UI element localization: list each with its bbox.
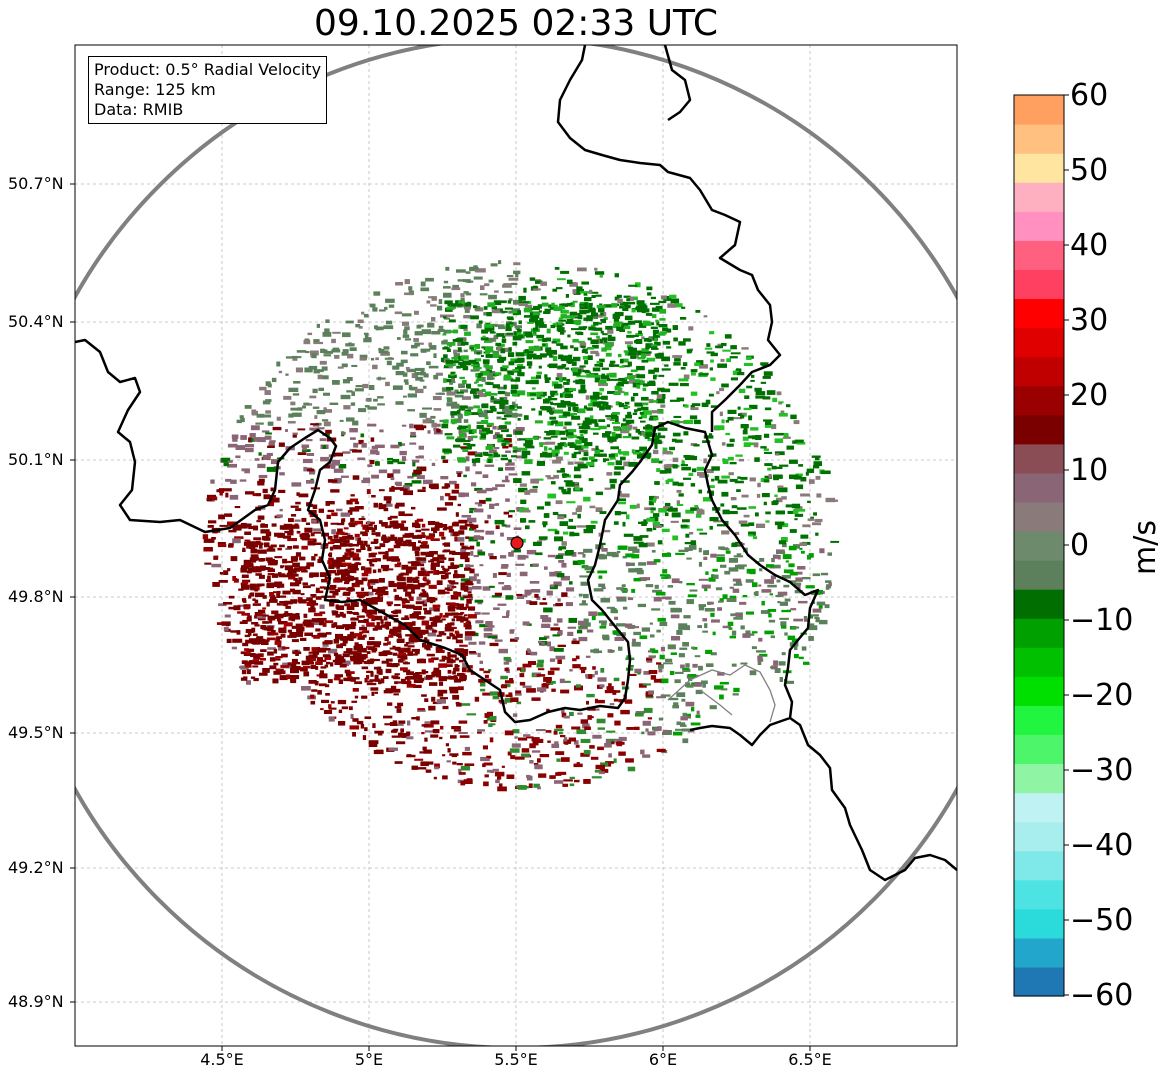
colorbar-segment: [1014, 501, 1064, 532]
lon-tick: 5.5°E: [494, 1050, 538, 1069]
colorbar-segment: [1014, 618, 1064, 648]
lat-tick: 49.8°N: [8, 587, 64, 606]
map-title: 09.10.2025 02:33 UTC: [313, 3, 719, 44]
colorbar-segment: [1014, 792, 1064, 823]
colorbar-segment: [1014, 385, 1064, 416]
country-borders: [75, 45, 957, 882]
colorbar-segment: [1014, 589, 1064, 619]
colorbar-segment: [1014, 850, 1064, 881]
lat-tick: 48.9°N: [8, 992, 64, 1011]
lat-tick: 49.5°N: [8, 723, 64, 742]
colorbar-tick: 60: [1070, 78, 1109, 113]
colorbar-segment: [1014, 298, 1064, 329]
colorbar-tick: −50: [1070, 903, 1134, 938]
colorbar-segment: [1014, 530, 1064, 561]
colorbar-segment: [1014, 763, 1064, 794]
colorbar-tick: 20: [1070, 378, 1109, 413]
colorbar-segment: [1014, 560, 1064, 590]
colorbar-segment: [1014, 240, 1064, 270]
colorbar-segment: [1014, 879, 1064, 910]
lat-tick: 50.1°N: [8, 450, 64, 469]
velocity-echoes: [202, 260, 840, 792]
product-label: Product: 0.5° Radial Velocity: [94, 60, 322, 79]
data-source-label: Data: RMIB: [94, 100, 184, 119]
colorbar-tick: −10: [1070, 603, 1134, 638]
colorbar-segment: [1014, 472, 1064, 503]
colorbar-tick: 0: [1070, 528, 1090, 563]
colorbar-segment: [1014, 153, 1064, 183]
colorbar-segment: [1014, 908, 1064, 939]
colorbar-segment: [1014, 821, 1064, 852]
colorbar-segment: [1014, 443, 1064, 474]
lat-tick: 49.2°N: [8, 858, 64, 877]
colorbar-segment: [1014, 734, 1064, 765]
colorbar-segment: [1014, 211, 1064, 241]
colorbar: [1014, 95, 1064, 997]
colorbar-segment: [1014, 676, 1064, 706]
colorbar-tick: −60: [1070, 978, 1134, 1013]
colorbar-segment: [1014, 647, 1064, 677]
colorbar-tick: −30: [1070, 753, 1134, 788]
colorbar-tick: −20: [1070, 678, 1134, 713]
lux-inner-border: [667, 664, 776, 723]
colorbar-label: m/s: [1128, 520, 1163, 575]
colorbar-segment: [1014, 966, 1064, 997]
colorbar-segment: [1014, 269, 1064, 300]
lat-tick: 50.4°N: [8, 312, 64, 331]
colorbar-segment: [1014, 95, 1064, 125]
colorbar-segment: [1014, 124, 1064, 154]
colorbar-segment: [1014, 182, 1064, 212]
radar-site-marker: [510, 536, 524, 550]
colorbar-segment: [1014, 937, 1064, 968]
lon-tick: 4.5°E: [200, 1050, 244, 1069]
colorbar-segment: [1014, 705, 1064, 736]
colorbar-tick: 10: [1070, 453, 1109, 488]
lat-tick: 50.7°N: [8, 174, 64, 193]
colorbar-tick: 40: [1070, 228, 1109, 263]
range-label: Range: 125 km: [94, 80, 216, 99]
colorbar-segment: [1014, 414, 1064, 445]
colorbar-segment: [1014, 327, 1064, 358]
lon-tick: 5°E: [354, 1050, 384, 1069]
colorbar-tick: 30: [1070, 303, 1109, 338]
lon-tick: 6°E: [648, 1050, 678, 1069]
colorbar-segment: [1014, 356, 1064, 387]
colorbar-tick: −40: [1070, 828, 1134, 863]
colorbar-tick: 50: [1070, 153, 1109, 188]
info-box: Product: 0.5° Radial Velocity Range: 125…: [88, 56, 328, 124]
lon-tick: 6.5°E: [788, 1050, 832, 1069]
